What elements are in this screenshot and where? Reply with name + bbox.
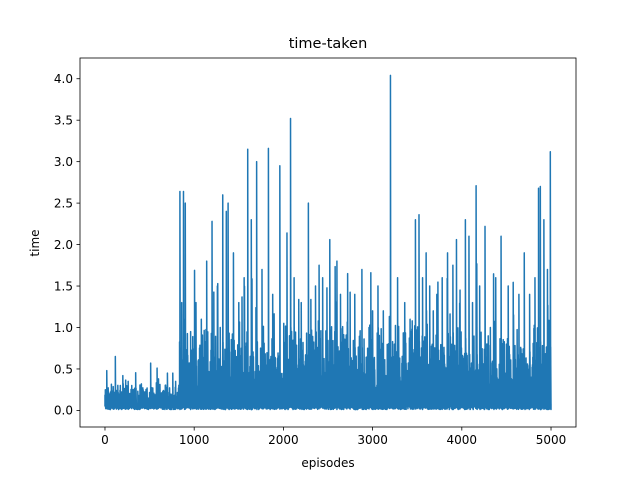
x-axis: 0 1000 2000 3000 4000 5000 (101, 427, 566, 447)
y-tick-label: 1.5 (54, 279, 73, 293)
x-axis-label: episodes (301, 456, 354, 470)
x-tick-label: 1000 (179, 433, 210, 447)
y-axis-label: time (28, 229, 42, 256)
x-tick-label: 3000 (357, 433, 388, 447)
x-tick-label: 0 (101, 433, 109, 447)
x-tick-label: 2000 (268, 433, 299, 447)
plot-area-frame (79, 57, 577, 428)
x-tick-label: 4000 (447, 433, 478, 447)
y-tick-label: 0.5 (54, 362, 73, 376)
y-tick-label: 4.0 (54, 72, 73, 86)
y-axis: 0.0 0.5 1.0 1.5 2.0 2.5 3.0 3.5 4.0 (54, 72, 80, 418)
y-tick-label: 3.0 (54, 155, 73, 169)
x-tick-label: 5000 (536, 433, 567, 447)
y-tick-label: 3.5 (54, 113, 73, 127)
y-tick-label: 0.0 (54, 404, 73, 418)
y-tick-label: 2.0 (54, 238, 73, 252)
chart-title: time-taken (289, 36, 368, 52)
time-series-line (104, 74, 552, 411)
y-tick-label: 2.5 (54, 196, 73, 210)
y-tick-label: 1.0 (54, 321, 73, 335)
